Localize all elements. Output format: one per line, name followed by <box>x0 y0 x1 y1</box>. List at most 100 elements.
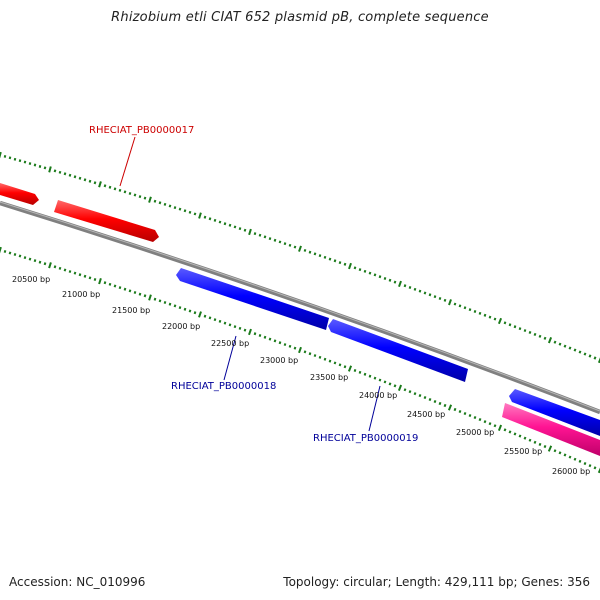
ruler-tick <box>408 285 412 290</box>
ruler-tick <box>428 293 432 297</box>
ruler-tick <box>83 178 87 182</box>
ruler-tick <box>93 277 97 282</box>
ruler-tick <box>558 451 562 455</box>
ruler-tick <box>223 222 227 226</box>
scale-label: 25000 bp <box>456 428 494 437</box>
ruler-tick <box>193 212 197 216</box>
ruler-tick <box>18 159 22 163</box>
ruler-tick <box>353 368 357 373</box>
ruler-tick <box>218 220 222 224</box>
ruler-tick <box>143 294 147 298</box>
ruler-tick <box>403 284 407 288</box>
ruler-tick <box>68 270 72 274</box>
ruler-tick <box>263 235 267 239</box>
ruler-tick <box>308 250 312 254</box>
ruler-tick <box>178 207 182 211</box>
gene-label-pb0000018[interactable]: RHECIAT_PB0000018 <box>171 381 276 392</box>
ruler-tick <box>597 357 600 364</box>
ruler-tick <box>397 384 403 391</box>
ruler-tick <box>138 292 142 296</box>
ruler-tick <box>18 254 22 258</box>
ruler-tick <box>573 348 577 352</box>
ruler-tick <box>393 384 397 388</box>
ruler-tick <box>363 269 367 273</box>
ruler-tick <box>113 187 117 191</box>
ruler-tick <box>243 328 247 332</box>
gene-label-pb0000019[interactable]: RHECIAT_PB0000019 <box>313 433 418 444</box>
gene-arrow-red-2[interactable] <box>54 200 159 242</box>
ruler-tick <box>497 317 503 325</box>
ruler-tick <box>538 442 542 446</box>
ruler-tick <box>298 245 302 252</box>
ruler-tick <box>278 341 282 345</box>
ruler-tick <box>478 418 482 422</box>
ruler-tick <box>63 268 67 272</box>
ruler-tick <box>123 190 127 194</box>
ruler-tick <box>528 330 532 334</box>
ruler-tick <box>343 365 347 369</box>
gene-arrow-blue-2[interactable] <box>328 319 468 382</box>
ruler-tick <box>293 346 297 350</box>
ruler-tick <box>138 195 142 199</box>
ruler-tick <box>83 274 87 278</box>
ruler-tick <box>353 266 357 270</box>
ruler-tick <box>93 181 97 185</box>
ruler-tick <box>3 154 7 158</box>
ruler-tick <box>393 280 397 284</box>
ruler-tick <box>298 346 302 354</box>
ruler-tick <box>8 156 12 160</box>
ruler-tick <box>163 202 167 206</box>
ruler-tick <box>408 390 412 394</box>
ruler-tick <box>223 321 227 325</box>
ruler-tick <box>558 342 562 346</box>
gene-arrow-pink[interactable] <box>502 403 600 456</box>
ruler-tick <box>547 337 553 344</box>
ruler-tick <box>158 299 162 303</box>
ruler-tick <box>553 340 557 344</box>
gene-arrow-red-1[interactable] <box>0 183 39 205</box>
gene-arrow-blue-3[interactable] <box>509 389 600 436</box>
ruler-tick <box>418 394 422 398</box>
ruler-tick <box>303 248 307 252</box>
ruler-tick <box>488 422 492 426</box>
ruler-tick <box>478 311 482 315</box>
ruler-tick <box>103 184 107 188</box>
ruler-tick <box>513 432 517 436</box>
ruler-tick <box>347 365 353 372</box>
ruler-tick <box>43 166 47 170</box>
ruler-tick <box>458 304 462 308</box>
ruler-tick <box>98 181 102 188</box>
ruler-tick <box>208 316 212 320</box>
inner-tick-ruler <box>0 246 600 474</box>
ruler-tick <box>533 332 537 336</box>
ruler-tick <box>68 173 72 177</box>
ruler-tick <box>473 416 477 420</box>
ruler-tick <box>108 185 112 189</box>
ruler-tick <box>33 259 37 263</box>
ruler-tick <box>163 300 167 305</box>
ruler-tick <box>248 328 252 336</box>
ruler-tick <box>403 388 407 392</box>
ruler-tick <box>528 438 532 442</box>
scale-label: 25500 bp <box>504 447 542 456</box>
ruler-tick <box>173 304 177 308</box>
ruler-tick <box>433 400 437 404</box>
ruler-tick <box>78 273 82 277</box>
ruler-tick <box>568 455 572 459</box>
ruler-tick <box>493 424 497 428</box>
ruler-tick <box>588 464 592 468</box>
ruler-tick <box>583 462 587 466</box>
scale-label: 26000 bp <box>552 467 590 476</box>
ruler-tick <box>318 355 322 359</box>
ruler-tick <box>293 245 297 249</box>
ruler-tick <box>448 299 452 306</box>
ruler-tick <box>208 217 212 221</box>
ruler-tick <box>168 204 172 208</box>
gene-arrow-blue-1[interactable] <box>176 268 329 330</box>
ruler-tick <box>113 284 117 288</box>
ruler-tick <box>23 160 27 164</box>
ruler-tick <box>143 196 147 200</box>
ruler-tick <box>103 281 107 285</box>
gene-label-pb0000017[interactable]: RHECIAT_PB0000017 <box>89 125 194 136</box>
plasmid-backbone <box>0 200 600 415</box>
